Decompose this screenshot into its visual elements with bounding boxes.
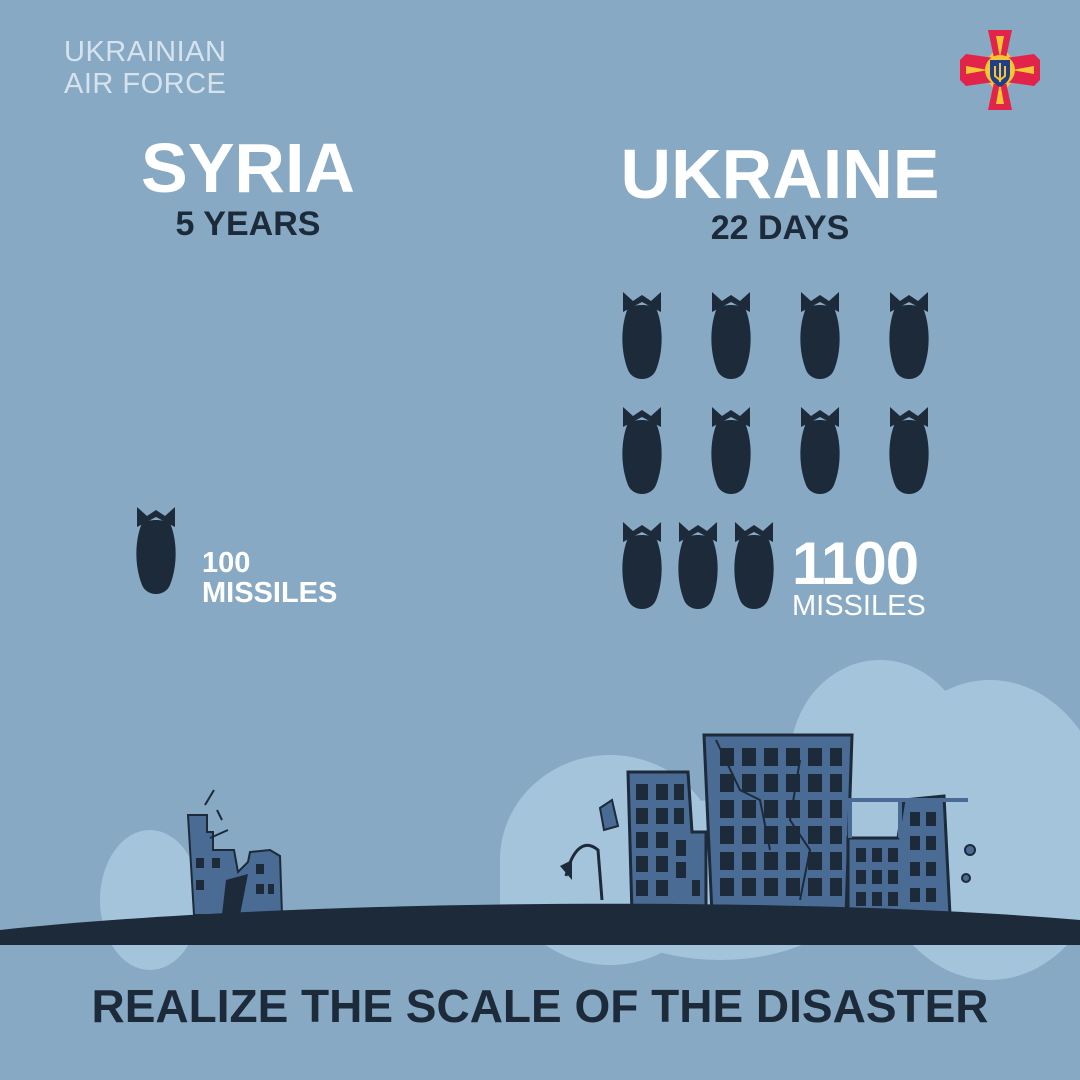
syria-missile-count: 100 MISSILES [202,548,337,608]
org-name-line2: AIR FORCE [64,68,227,100]
org-name-line1: UKRAINIAN [64,36,227,68]
ukraine-missile-count: 1100 MISSILES [792,530,926,622]
ukraine-title: UKRAINE [620,135,940,213]
destroyed-city-icon [186,733,976,917]
missile-icon [622,292,662,379]
syria-period: 5 YEARS [175,205,321,243]
syria-missile-icons [136,507,176,594]
missile-icon [678,522,718,609]
syria-count-value: 100 [202,547,251,579]
missile-icon [800,292,840,379]
ukraine-count-unit: MISSILES [792,590,926,622]
ukraine-period: 22 DAYS [710,209,850,247]
missile-icon [136,507,176,594]
air-force-emblem-icon [960,30,1040,110]
missile-icon [800,407,840,494]
missile-icon [711,407,751,494]
tagline: REALIZE THE SCALE OF THE DISASTER [91,980,989,1032]
ground [0,903,1080,945]
missile-icon [622,522,662,609]
syria-count-unit: MISSILES [202,577,338,609]
missile-icon [889,407,929,494]
ukraine-count-value: 1100 [792,530,919,597]
org-name: UKRAINIAN AIR FORCE [64,36,226,100]
missile-icon [622,407,662,494]
missile-icon [711,292,751,379]
missile-icon [734,522,774,609]
syria-title: SYRIA [141,129,355,207]
missile-icon [889,292,929,379]
